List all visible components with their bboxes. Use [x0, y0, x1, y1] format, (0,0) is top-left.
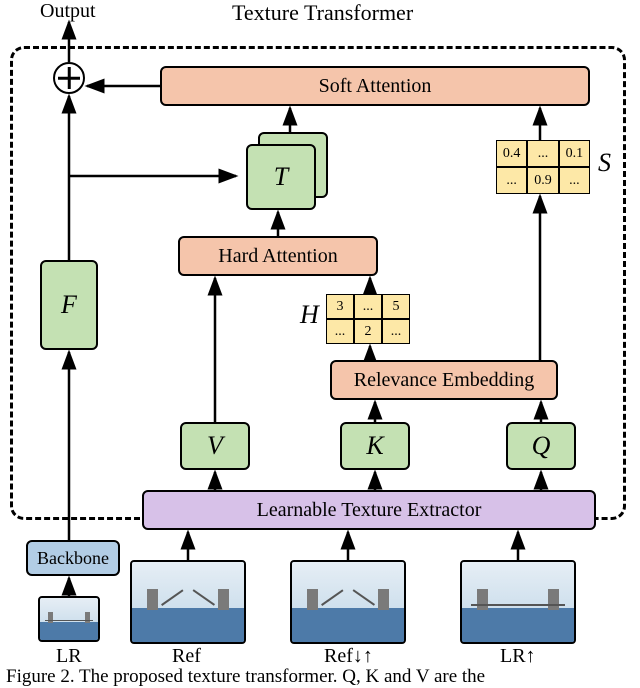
- relevance-embedding-label: Relevance Embedding: [354, 369, 535, 392]
- oplus-node: [53, 62, 85, 94]
- ref-updown-image: [290, 560, 406, 644]
- texture-extractor-box: Learnable Texture Extractor: [142, 490, 596, 530]
- s-cell: ...: [559, 167, 590, 194]
- q-box: Q: [506, 422, 576, 470]
- title-label: Texture Transformer: [232, 0, 413, 26]
- backbone-box: Backbone: [26, 540, 120, 576]
- h-cell: 5: [382, 294, 410, 319]
- lr-up-image: [460, 560, 576, 644]
- h-label: H: [300, 300, 319, 330]
- ref-updown-input-label: Ref↓↑: [324, 645, 373, 668]
- f-box: F: [40, 260, 98, 350]
- t-box: T: [246, 144, 316, 210]
- h-cell: ...: [382, 319, 410, 344]
- t-label: T: [274, 162, 288, 192]
- f-label: F: [61, 290, 77, 320]
- ref-input-label: Ref: [172, 645, 201, 668]
- output-label: Output: [40, 0, 96, 23]
- figure-caption: Figure 2. The proposed texture transform…: [6, 666, 636, 688]
- lr-up-input-label: LR↑: [500, 645, 536, 668]
- s-cell: 0.9: [527, 167, 558, 194]
- s-cell: ...: [527, 140, 558, 167]
- h-cell: 3: [326, 294, 354, 319]
- lr-image: [38, 596, 100, 642]
- v-label: V: [207, 431, 223, 461]
- backbone-label: Backbone: [37, 548, 109, 569]
- ref-image: [130, 560, 246, 644]
- soft-attention-label: Soft Attention: [319, 75, 432, 98]
- k-label: K: [366, 431, 383, 461]
- s-cell: 0.4: [496, 140, 527, 167]
- s-cell: ...: [496, 167, 527, 194]
- hard-attention-label: Hard Attention: [218, 245, 337, 268]
- h-grid: 3 ... 5 ... 2 ...: [326, 294, 410, 344]
- soft-attention-box: Soft Attention: [160, 66, 590, 106]
- texture-extractor-label: Learnable Texture Extractor: [257, 499, 482, 522]
- s-label: S: [598, 148, 611, 178]
- v-box: V: [180, 422, 250, 470]
- h-cell: ...: [326, 319, 354, 344]
- s-cell: 0.1: [559, 140, 590, 167]
- relevance-embedding-box: Relevance Embedding: [330, 360, 558, 400]
- lr-input-label: LR: [56, 645, 82, 668]
- s-grid: 0.4 ... 0.1 ... 0.9 ...: [496, 140, 590, 194]
- q-label: Q: [532, 431, 551, 461]
- h-cell: ...: [354, 294, 382, 319]
- hard-attention-box: Hard Attention: [178, 236, 378, 276]
- h-cell: 2: [354, 319, 382, 344]
- k-box: K: [340, 422, 410, 470]
